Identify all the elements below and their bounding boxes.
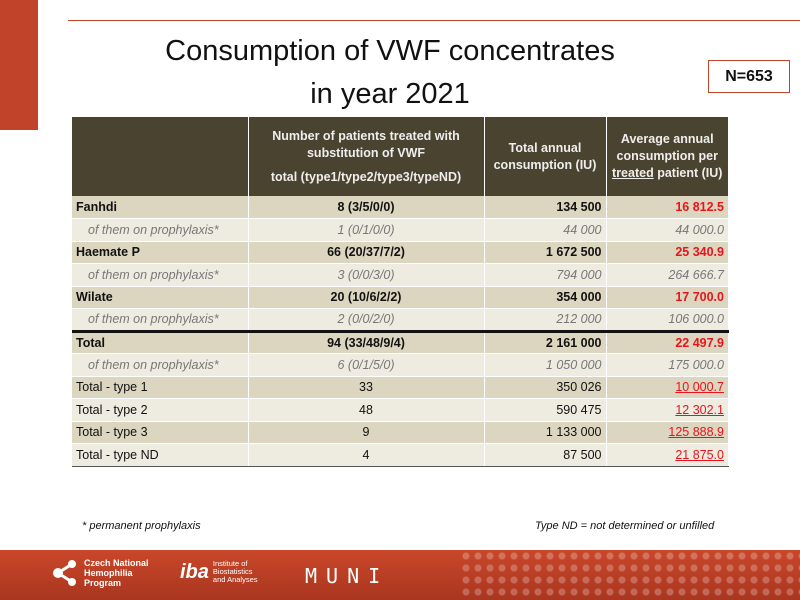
cell-name: Wilate	[72, 286, 249, 309]
header-patients-sub: total (type1/type2/type3/typeND)	[270, 169, 462, 184]
table-row: of them on prophylaxis* 6 (0/1/5/0) 1 050 …	[72, 353, 729, 377]
footer-bar: Czech National Hemophilia Program iba In…	[0, 550, 800, 600]
cell-name: of them on prophylaxis*	[72, 218, 249, 242]
table-row: of them on prophylaxis* 3 (0/0/3/0) 794 00…	[72, 263, 729, 287]
h4u: treated	[612, 166, 654, 180]
cell-patients: 3 (0/0/3/0)	[248, 263, 485, 287]
cell-avg: 175 000.0	[606, 353, 729, 377]
title-line-1: Consumption of VWF concentrates	[165, 35, 615, 67]
cell-total: 1 050 000	[484, 353, 607, 377]
cell-avg: 10 000.7	[606, 376, 729, 399]
table-row: Fanhdi 8 (3/5/0/0) 134 500 16 812.5	[72, 196, 729, 219]
footnote-left: * permanent prophylaxis	[82, 520, 201, 532]
header-average: Average annual consumption per treated p…	[606, 117, 729, 196]
cell-total: 87 500	[484, 443, 607, 467]
cnhp-logo: Czech National Hemophilia Program	[52, 558, 154, 588]
consumption-table: Number of patients treated with substitu…	[72, 117, 729, 467]
cell-name: of them on prophylaxis*	[72, 263, 249, 287]
cell-name: of them on prophylaxis*	[72, 353, 249, 377]
cell-avg: 17 700.0	[606, 286, 729, 309]
cell-total: 2 161 000	[484, 329, 607, 354]
table-row: Total - type 1 33 350 026 10 000.7	[72, 376, 729, 399]
cell-avg: 21 875.0	[606, 443, 729, 467]
n-badge: N=653	[708, 60, 790, 93]
footnote-right: Type ND = not determined or unfilled	[535, 520, 715, 532]
network-icon	[53, 560, 76, 586]
cell-name: Total - type 1	[72, 376, 249, 399]
cell-name: Total	[72, 329, 249, 354]
cell-avg: 264 666.7	[606, 263, 729, 287]
cell-patients: 1 (0/1/0/0)	[248, 218, 485, 242]
title-line-2: in year 2021	[310, 78, 470, 110]
table-row: Haemate P 66 (20/37/7/2) 1 672 500 25 340.9	[72, 241, 729, 264]
cell-total: 212 000	[484, 308, 607, 332]
iba-text: Institute of Biostatistics and Analyses	[212, 559, 258, 584]
cell-avg: 22 497.9	[606, 329, 729, 354]
cell-total: 134 500	[484, 196, 607, 219]
header-patients-label: Number of patients treated with substitu…	[272, 128, 460, 160]
cell-name: of them on prophylaxis*	[72, 308, 249, 332]
header-empty	[72, 117, 249, 196]
cell-name: Total - type 2	[72, 398, 249, 422]
table-row: of them on prophylaxis* 2 (0/0/2/0) 212 00…	[72, 308, 729, 332]
cell-patients: 94 (33/48/9/4)	[248, 329, 485, 354]
cell-patients: 6 (0/1/5/0)	[248, 353, 485, 377]
cell-avg: 44 000.0	[606, 218, 729, 242]
cell-patients: 2 (0/0/2/0)	[248, 308, 485, 332]
cell-patients: 9	[248, 421, 485, 444]
table-row: of them on prophylaxis* 1 (0/1/0/0) 44 000…	[72, 218, 729, 242]
cell-total: 590 475	[484, 398, 607, 422]
cell-patients: 66 (20/37/7/2)	[248, 241, 485, 264]
cell-avg: 16 812.5	[606, 196, 729, 219]
accent-bar	[0, 0, 38, 130]
cell-patients: 48	[248, 398, 485, 422]
iba-logo: iba Institute of Biostatistics and Analy…	[180, 560, 263, 584]
cell-name: Fanhdi	[72, 196, 249, 219]
header-total: Total annual consumption (IU)	[484, 117, 607, 196]
iba-mark: iba	[180, 561, 209, 583]
cell-total: 44 000	[484, 218, 607, 242]
cell-avg: 25 340.9	[606, 241, 729, 264]
cnhp-text: Czech National Hemophilia Program	[84, 558, 149, 588]
cell-patients: 20 (10/6/2/2)	[248, 286, 485, 309]
decorative-dots	[460, 550, 800, 600]
cell-patients: 8 (3/5/0/0)	[248, 196, 485, 219]
cell-total: 354 000	[484, 286, 607, 309]
cell-avg: 125 888.9	[606, 421, 729, 444]
cell-patients: 33	[248, 376, 485, 399]
table-row: Total 94 (33/48/9/4) 2 161 000 22 497.9	[72, 329, 729, 354]
cell-avg: 106 000.0	[606, 308, 729, 332]
cell-name: Total - type ND	[72, 443, 249, 467]
cell-avg: 12 302.1	[606, 398, 729, 422]
cell-total: 1 672 500	[484, 241, 607, 264]
h4b: patient (IU)	[653, 166, 723, 180]
table-row: Total - type ND 4 87 500 21 875.0	[72, 443, 729, 467]
cell-name: Total - type 3	[72, 421, 249, 444]
cell-total: 1 133 000	[484, 421, 607, 444]
table-row: Wilate 20 (10/6/2/2) 354 000 17 700.0	[72, 286, 729, 309]
muni-logo: MUNI	[305, 564, 390, 588]
h4a: Average annual consumption per	[616, 132, 718, 163]
cell-total: 350 026	[484, 376, 607, 399]
table-row: Total - type 2 48 590 475 12 302.1	[72, 398, 729, 422]
divider	[68, 20, 800, 21]
header-patients: Number of patients treated with substitu…	[248, 117, 485, 196]
cell-name: Haemate P	[72, 241, 249, 264]
cell-patients: 4	[248, 443, 485, 467]
cell-total: 794 000	[484, 263, 607, 287]
slide-title: Consumption of VWF concentrates in year …	[90, 30, 690, 116]
